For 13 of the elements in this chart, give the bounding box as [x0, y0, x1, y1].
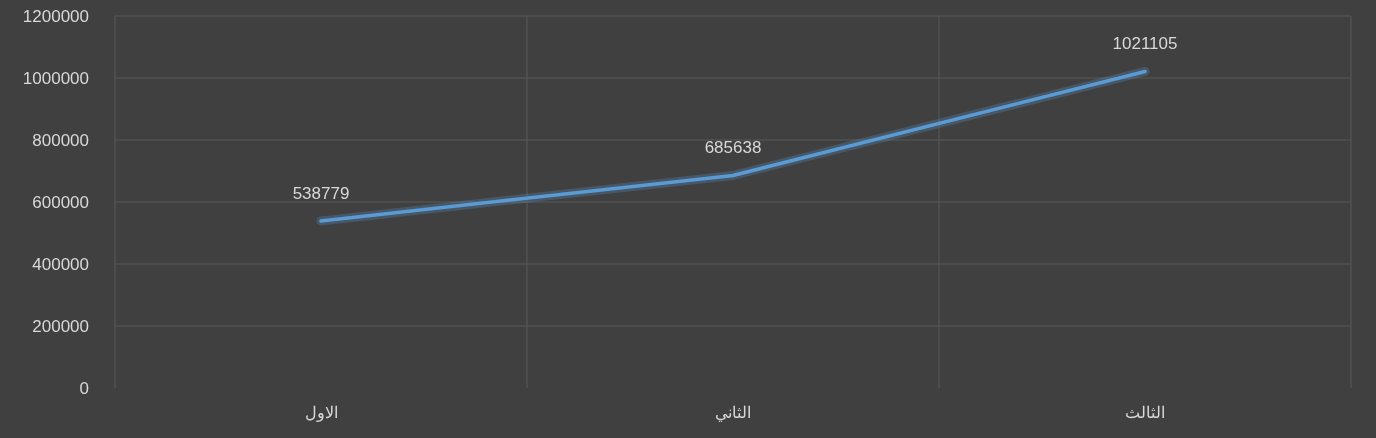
y-tick-label: 400000: [32, 254, 89, 274]
x-tick-label: الاول: [304, 404, 338, 422]
y-tick-label: 1200000: [22, 6, 89, 26]
data-label: 685638: [704, 138, 762, 158]
y-tick-label: 800000: [32, 130, 89, 150]
y-tick-label: 1000000: [22, 68, 89, 88]
y-tick-label: 0: [79, 378, 89, 398]
x-tick-label: الثالث: [1125, 404, 1165, 421]
x-tick-label: الثاني: [715, 404, 751, 422]
data-label: 538779: [292, 183, 350, 203]
y-tick-label: 200000: [32, 316, 89, 336]
data-label: 1021105: [1112, 34, 1178, 54]
y-tick-label: 600000: [32, 192, 89, 212]
